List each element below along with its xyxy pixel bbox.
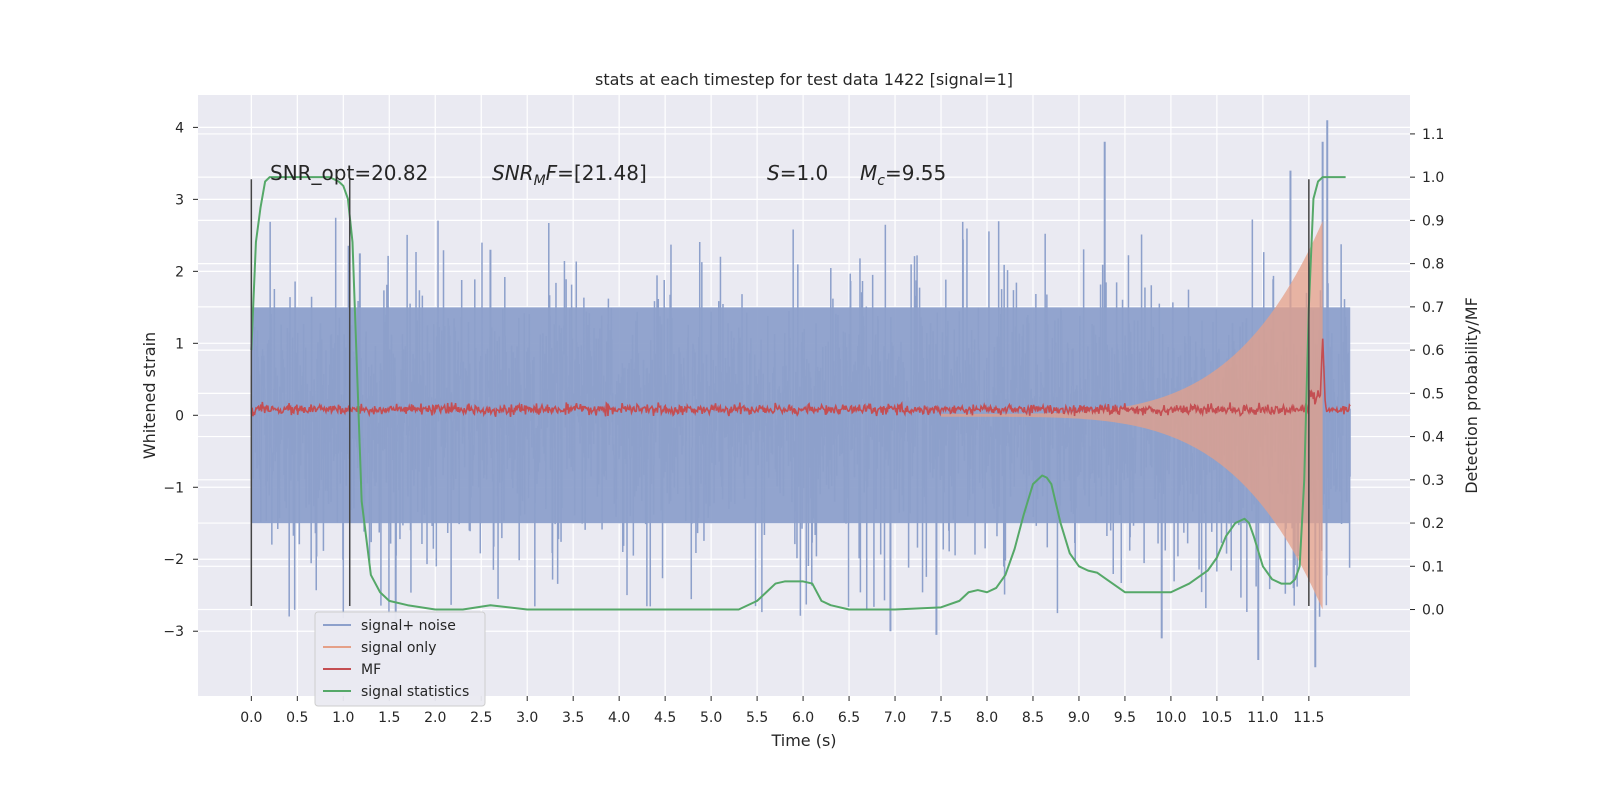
annotation-s-part: =1.0 (780, 161, 829, 185)
y-right-tick-label: 0.6 (1422, 343, 1444, 359)
x-tick-label: 7.0 (884, 710, 906, 726)
axes: 0.0 0.5 1.0 1.5 2.0 2.5 3.0 3.5 4.0 4.5 5.0 5.5 6.0 6… (163, 120, 1444, 726)
y-right-tick-label: 0.1 (1422, 559, 1444, 575)
x-tick-label: 2.5 (470, 710, 492, 726)
y-tick-label: −2 (163, 552, 184, 568)
x-tick-label: 8.5 (1022, 710, 1044, 726)
x-tick-label: 11.5 (1293, 710, 1324, 726)
series-signal-statistics (250, 176, 1346, 611)
x-tick-label: 2.0 (424, 710, 446, 726)
y-right-tick-label: 0.9 (1422, 213, 1444, 229)
y-right-tick-label: 0.5 (1422, 386, 1444, 402)
x-tick-label: 10.0 (1155, 710, 1186, 726)
legend: signal+ noise signal only MF signal statist… (314, 611, 486, 707)
x-tick-label: 9.0 (1068, 710, 1090, 726)
annotation-s-part: S (767, 161, 780, 185)
x-tick-label: 8.0 (976, 710, 998, 726)
x-axis-label: Time (s) (770, 731, 836, 750)
x-tick-label: 10.5 (1201, 710, 1232, 726)
detection-markers (250, 179, 1310, 607)
y-right-tick-label: 1.1 (1422, 127, 1444, 143)
annotation-snr-opt-part: SNR_opt=20.82 (270, 161, 428, 185)
y-right-tick-label: 1.0 (1422, 170, 1444, 186)
x-tick-label: 6.0 (792, 710, 814, 726)
data-layer (250, 120, 1351, 668)
x-tick-label: 6.5 (838, 710, 860, 726)
x-tick-label: 9.5 (1114, 710, 1136, 726)
annotation-snr-mf-part: SNR (492, 161, 534, 185)
legend-label: signal only (361, 640, 436, 656)
y-right-tick-label: 0.0 (1422, 603, 1444, 619)
x-tick-label: 4.5 (654, 710, 676, 726)
y-right-tick-label: 0.4 (1422, 430, 1444, 446)
y-tick-label: 3 (175, 192, 184, 208)
y-axis-label: Whitened strain (140, 332, 159, 459)
y-tick-label: 4 (175, 120, 184, 136)
y-right-tick-label: 0.2 (1422, 516, 1444, 532)
x-tick-label: 5.0 (700, 710, 722, 726)
legend-label: MF (361, 662, 381, 678)
series-signal-only (941, 220, 1323, 610)
y-right-tick-label: 0.7 (1422, 300, 1444, 316)
y-tick-label: 1 (175, 336, 184, 352)
annotation-snr-opt: SNR_opt=20.82 (270, 161, 428, 185)
annotation-snr-mf: SNRMF=[21.48] (492, 161, 647, 189)
annotation-mc-part: M (860, 161, 877, 185)
x-tick-label: 0.0 (240, 710, 262, 726)
legend-label: signal statistics (361, 684, 469, 700)
x-tick-label: 11.0 (1247, 710, 1278, 726)
x-tick-label: 3.5 (562, 710, 584, 726)
annotation-snr-mf-part: F (546, 161, 558, 185)
chart-title: stats at each timestep for test data 142… (595, 70, 1013, 89)
legend-label: signal+ noise (361, 618, 456, 634)
y-tick-label: 0 (175, 408, 184, 424)
legend-box (314, 611, 486, 707)
annotation-mc: Mc=9.55 (860, 161, 946, 189)
x-tick-label: 5.5 (746, 710, 768, 726)
x-tick-label: 0.5 (286, 710, 308, 726)
y-axis-right-label: Detection probability/MF (1462, 297, 1481, 494)
annotation-s: S=1.0 (767, 161, 828, 185)
annotation-snr-mf-part: M (534, 173, 546, 189)
x-tick-label: 1.0 (332, 710, 354, 726)
annotation-mc-part: =9.55 (885, 161, 946, 185)
y-right-tick-label: 0.3 (1422, 473, 1444, 489)
y-tick-label: −1 (163, 480, 184, 496)
x-tick-label: 4.0 (608, 710, 630, 726)
x-tick-label: 7.5 (930, 710, 952, 726)
annotation-snr-mf-part: =[21.48] (557, 161, 647, 185)
y-tick-label: −3 (163, 624, 184, 640)
series-mf (250, 338, 1351, 418)
y-tick-label: 2 (175, 264, 184, 280)
annotation-mc-part: c (877, 173, 885, 189)
x-tick-label: 3.0 (516, 710, 538, 726)
x-tick-label: 1.5 (378, 710, 400, 726)
annotations: SNR_opt=20.82 SNRMF=[21.48] S=1.0 Mc=9.55 (270, 161, 946, 189)
y-right-tick-label: 0.8 (1422, 257, 1444, 273)
